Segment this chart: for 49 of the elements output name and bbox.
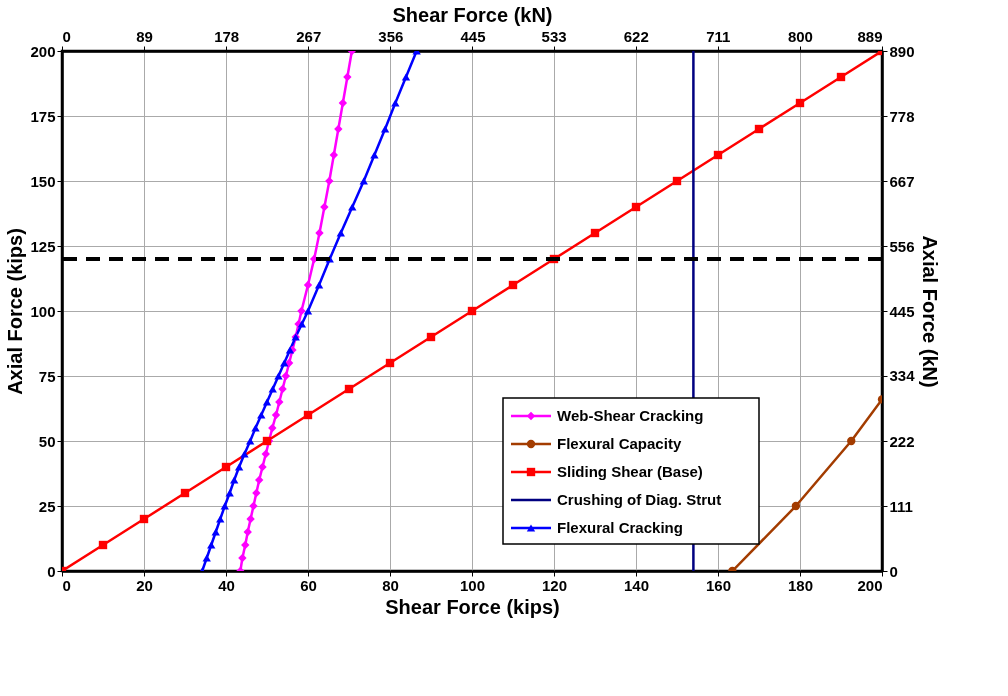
x-tick-label: 120 — [541, 576, 568, 594]
y2-tick-label: 445 — [889, 302, 915, 320]
y-tick-label: 150 — [30, 172, 56, 190]
x-tick-label: 0 — [62, 576, 71, 594]
y2-tick-label: 667 — [889, 172, 915, 190]
legend-label: Sliding Shear (Base) — [557, 463, 703, 480]
y-tick-label: 50 — [38, 432, 56, 450]
x2-axis-title: Shear Force (kN) — [392, 3, 553, 26]
y2-tick-label: 111 — [889, 497, 913, 515]
legend-label: Crushing of Diag. Strut — [557, 491, 722, 508]
x2-tick-label: 445 — [460, 27, 486, 45]
y-tick-label: 100 — [30, 302, 56, 320]
x2-tick-label: 267 — [296, 27, 322, 45]
x-tick-label: 20 — [136, 576, 153, 594]
y2-tick-label: 890 — [889, 42, 915, 60]
x-tick-label: 200 — [857, 576, 883, 594]
x-tick-label: 160 — [705, 576, 732, 594]
x-tick-label: 80 — [382, 576, 399, 594]
x2-tick-label: 178 — [214, 27, 240, 45]
y2-tick-label: 778 — [889, 107, 915, 125]
y2-tick-label: 0 — [889, 562, 898, 580]
legend-label: Flexural Capacity — [557, 435, 682, 452]
x2-tick-label: 89 — [136, 27, 153, 45]
x2-tick-label: 356 — [378, 27, 404, 45]
y-tick-label: 125 — [30, 237, 56, 255]
y-axis-title: Axial Force (kips) — [4, 228, 27, 395]
y-tick-label: 200 — [30, 42, 56, 60]
x-tick-label: 60 — [300, 576, 317, 594]
x-tick-label: 140 — [623, 576, 650, 594]
legend-label: Flexural Cracking — [557, 519, 683, 536]
y-tick-label: 0 — [47, 562, 56, 580]
y2-tick-label: 556 — [889, 237, 915, 255]
x-tick-label: 40 — [218, 576, 235, 594]
x2-tick-label: 800 — [787, 27, 813, 45]
x-axis-title: Shear Force (kips) — [385, 595, 560, 618]
y-tick-label: 25 — [38, 497, 56, 515]
y2-tick-label: 334 — [889, 367, 916, 385]
x2-tick-label: 889 — [857, 27, 883, 45]
x2-tick-label: 622 — [623, 27, 649, 45]
y-tick-label: 75 — [38, 367, 56, 385]
legend-label: Web-Shear Cracking — [557, 407, 704, 424]
y2-tick-label: 222 — [889, 432, 915, 450]
x2-tick-label: 0 — [62, 27, 71, 45]
x2-tick-label: 711 — [706, 27, 731, 45]
y-tick-label: 175 — [30, 107, 56, 125]
x-tick-label: 180 — [787, 576, 814, 594]
x-tick-label: 100 — [459, 576, 486, 594]
y2-axis-title: Axial Force (kN) — [918, 235, 941, 388]
x2-tick-label: 533 — [541, 27, 567, 45]
